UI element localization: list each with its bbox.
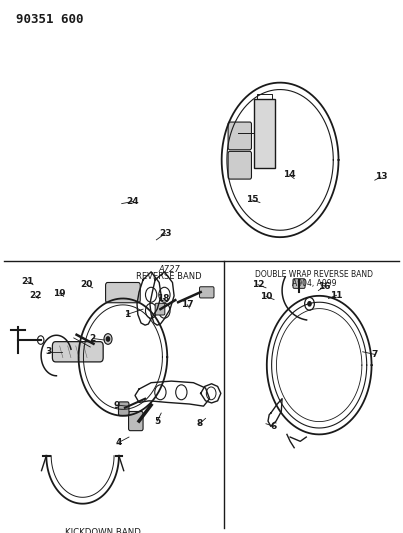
Circle shape (106, 337, 110, 341)
FancyBboxPatch shape (254, 99, 275, 168)
Text: 5: 5 (154, 417, 160, 425)
FancyBboxPatch shape (118, 402, 129, 416)
Text: 20: 20 (81, 280, 93, 289)
Text: 7: 7 (372, 350, 378, 359)
Text: 21: 21 (21, 277, 34, 286)
Text: 23: 23 (159, 229, 172, 238)
Text: 14: 14 (283, 171, 296, 179)
FancyBboxPatch shape (129, 411, 143, 431)
Text: 11: 11 (330, 291, 343, 300)
Text: 19: 19 (53, 289, 66, 297)
Text: 10: 10 (260, 292, 272, 301)
Text: 15: 15 (245, 196, 258, 204)
Text: 90351 600: 90351 600 (16, 13, 83, 26)
Text: 24: 24 (127, 197, 139, 206)
Text: A904, A999: A904, A999 (292, 279, 337, 288)
Text: REVERSE BAND: REVERSE BAND (137, 272, 202, 281)
FancyBboxPatch shape (228, 151, 251, 179)
Text: 1: 1 (124, 310, 130, 319)
Text: 9: 9 (114, 401, 120, 409)
FancyBboxPatch shape (293, 279, 305, 288)
FancyBboxPatch shape (106, 282, 140, 303)
Text: 13: 13 (374, 173, 387, 181)
Text: A727: A727 (158, 265, 180, 274)
Circle shape (308, 302, 311, 306)
Text: 22: 22 (29, 292, 42, 300)
Text: 17: 17 (181, 301, 194, 309)
FancyBboxPatch shape (199, 287, 214, 298)
Text: 2: 2 (89, 334, 96, 343)
Text: 3: 3 (45, 348, 52, 356)
Text: 8: 8 (196, 419, 203, 428)
Circle shape (104, 334, 112, 344)
Text: DOUBLE WRAP REVERSE BAND: DOUBLE WRAP REVERSE BAND (256, 270, 373, 279)
Text: 18: 18 (157, 294, 170, 303)
FancyBboxPatch shape (52, 342, 103, 362)
Text: 16: 16 (318, 282, 331, 291)
Text: KICKDOWN BAND: KICKDOWN BAND (65, 528, 141, 533)
Text: 12: 12 (251, 280, 264, 289)
Text: 4: 4 (116, 438, 122, 447)
Text: 6: 6 (271, 422, 277, 431)
FancyBboxPatch shape (155, 303, 165, 315)
FancyBboxPatch shape (228, 122, 251, 150)
